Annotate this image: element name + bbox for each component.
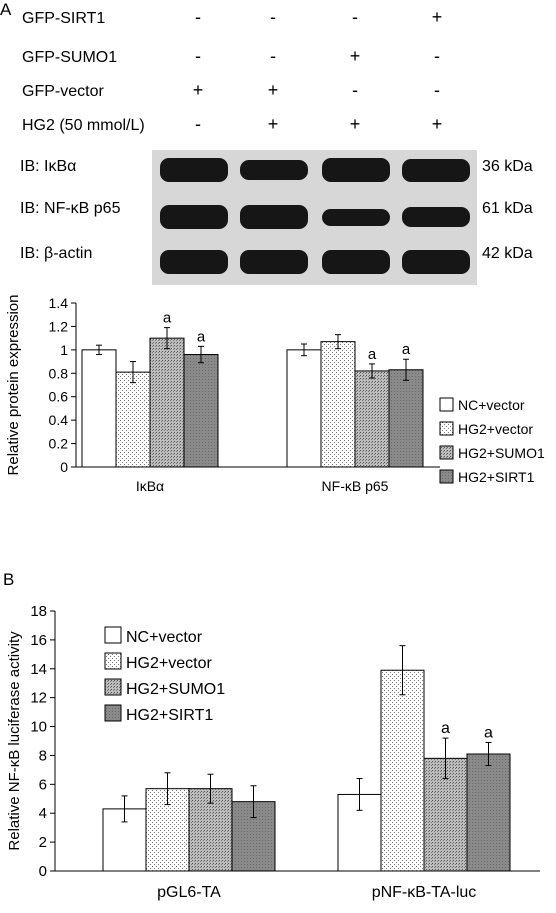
plus-sign: + (349, 46, 361, 66)
blot-label: IB: NF-κB p65 (20, 200, 121, 217)
significance-mark: a (163, 310, 172, 327)
legend-label: HG2+SUMO1 (126, 681, 225, 698)
bar (286, 349, 322, 468)
bar (466, 753, 511, 872)
bar (81, 349, 117, 468)
significance-mark: a (368, 346, 377, 363)
y-tick-label: 18 (30, 603, 47, 620)
legend-swatch (439, 421, 454, 436)
blot-label: IB: β-actin (20, 245, 93, 262)
significance-mark: a (441, 720, 450, 737)
significance-mark: a (197, 328, 206, 345)
y-tick-label: 0.2 (49, 436, 69, 452)
y-tick-label: 6 (39, 776, 47, 793)
luciferase-activity-chart: 0 2 4 6 8 10 12 14 16 18 Relative NF-κB luciferase… (6, 603, 540, 901)
y-tick-label: 1 (60, 342, 68, 358)
y-tick-label: 0.6 (49, 389, 69, 405)
bar (320, 341, 356, 468)
plus-sign: + (431, 7, 443, 27)
bar (183, 354, 219, 468)
plus-sign: + (431, 114, 443, 134)
legend-swatch (439, 445, 454, 460)
minus-sign: - (434, 46, 440, 66)
x-category-label: IκBα (136, 478, 164, 494)
x-category-label: NF-κB p65 (322, 478, 389, 494)
treatment-label: GFP-vector (22, 83, 104, 100)
bar (388, 369, 424, 468)
legend-label: HG2+vector (458, 421, 533, 437)
minus-sign: - (352, 7, 358, 27)
legend-label: HG2+vector (126, 655, 212, 672)
blot-band (322, 158, 390, 182)
y-tick-label: 0.8 (49, 365, 69, 381)
legend-label: HG2+SIRT1 (458, 469, 535, 485)
molecular-weight-label: 36 kDa (482, 158, 533, 175)
legend-label: HG2+SIRT1 (126, 707, 213, 724)
minus-sign: - (195, 114, 201, 134)
minus-sign: - (195, 7, 201, 27)
blot-label: IB: IκBα (20, 158, 77, 175)
y-axis-label: Relative protein expression (5, 295, 22, 476)
blot-band (240, 250, 308, 274)
minus-sign: - (352, 80, 358, 100)
molecular-weight-label: 42 kDa (482, 245, 533, 262)
bar (149, 337, 185, 468)
y-tick-label: 8 (39, 747, 47, 764)
legend-swatch (104, 678, 122, 696)
minus-sign: - (270, 46, 276, 66)
y-tick-label: 12 (30, 690, 47, 707)
y-tick-label: 1.4 (49, 295, 69, 311)
minus-sign: - (270, 7, 276, 27)
blot-band (240, 205, 308, 229)
y-tick-label: 1.2 (49, 318, 69, 334)
plus-sign: + (192, 80, 204, 100)
legend-swatch (104, 652, 122, 670)
significance-mark: a (402, 341, 411, 358)
legend-swatch (104, 626, 122, 644)
protein-expression-chart: 0 0.2 0.4 0.6 0.8 1 1.2 1.4 Relative protein exp… (5, 295, 545, 494)
legend-label: NC+vector (458, 397, 525, 413)
y-tick-label: 4 (39, 805, 47, 822)
treatment-label: GFP-SIRT1 (22, 10, 106, 27)
y-axis-label: Relative NF-κB luciferase activity (6, 631, 23, 851)
panel-a-letter: A (0, 0, 12, 19)
x-category-label: pGL6-TA (157, 884, 221, 901)
x-category-label: pNF-κB-TA-luc (372, 884, 477, 901)
y-tick-label: 0.4 (49, 412, 69, 428)
y-tick-label: 0 (39, 863, 47, 880)
bar (115, 371, 151, 468)
treatment-label: GFP-SUMO1 (22, 49, 118, 66)
plus-sign: + (267, 114, 279, 134)
y-tick-label: 16 (30, 632, 47, 649)
y-tick-label: 10 (30, 719, 47, 736)
legend-swatch (439, 397, 454, 412)
blot-band (402, 250, 470, 274)
legend-label: NC+vector (126, 629, 203, 646)
blot-band (402, 207, 470, 227)
plus-sign: + (267, 80, 279, 100)
y-tick-label: 2 (39, 834, 47, 851)
blot-band (322, 250, 390, 274)
blot-band (322, 208, 390, 226)
legend-swatch (104, 704, 122, 722)
significance-mark: a (484, 724, 493, 741)
western-blot (152, 150, 477, 285)
legend-swatch (439, 469, 454, 484)
molecular-weight-label: 61 kDa (482, 200, 533, 217)
bar (354, 370, 390, 468)
blot-band (160, 158, 228, 182)
minus-sign: - (195, 46, 201, 66)
blot-band (160, 250, 228, 274)
blot-band (160, 205, 228, 229)
blot-band (240, 160, 308, 180)
bar (380, 669, 425, 872)
minus-sign: - (434, 80, 440, 100)
panel-b-letter: B (3, 570, 15, 589)
legend-label: HG2+SUMO1 (458, 445, 545, 461)
y-tick-label: 14 (30, 661, 47, 678)
treatment-label: HG2 (50 mmol/L) (22, 117, 145, 134)
blot-band (402, 158, 470, 182)
plus-sign: + (349, 114, 361, 134)
y-tick-label: 0 (60, 459, 68, 475)
